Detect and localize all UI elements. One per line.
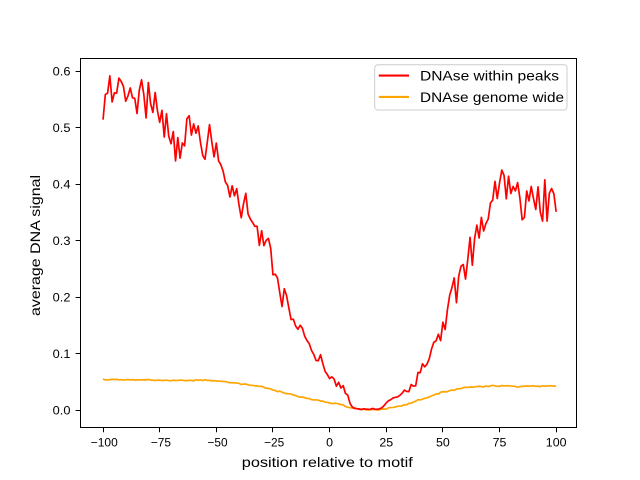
svg-text:0.0: 0.0 bbox=[53, 404, 71, 418]
svg-text:0.4: 0.4 bbox=[53, 178, 71, 192]
svg-text:100: 100 bbox=[546, 436, 567, 450]
svg-text:−50: −50 bbox=[207, 436, 228, 450]
svg-text:position relative to motif: position relative to motif bbox=[242, 454, 413, 470]
svg-text:average DNA signal: average DNA signal bbox=[27, 175, 43, 316]
svg-text:0.2: 0.2 bbox=[53, 291, 71, 305]
svg-text:0.1: 0.1 bbox=[53, 347, 71, 361]
svg-text:0.5: 0.5 bbox=[53, 121, 71, 135]
svg-text:DNAse within peaks: DNAse within peaks bbox=[420, 68, 559, 84]
svg-text:50: 50 bbox=[436, 436, 450, 450]
svg-text:0: 0 bbox=[326, 436, 333, 450]
svg-text:0.6: 0.6 bbox=[53, 65, 71, 79]
svg-text:75: 75 bbox=[493, 436, 507, 450]
svg-text:−100: −100 bbox=[91, 436, 118, 450]
svg-text:DNAse genome wide: DNAse genome wide bbox=[420, 89, 564, 105]
svg-text:25: 25 bbox=[379, 436, 393, 450]
svg-text:0.3: 0.3 bbox=[53, 234, 71, 248]
svg-text:−25: −25 bbox=[264, 436, 285, 450]
svg-text:−75: −75 bbox=[151, 436, 172, 450]
